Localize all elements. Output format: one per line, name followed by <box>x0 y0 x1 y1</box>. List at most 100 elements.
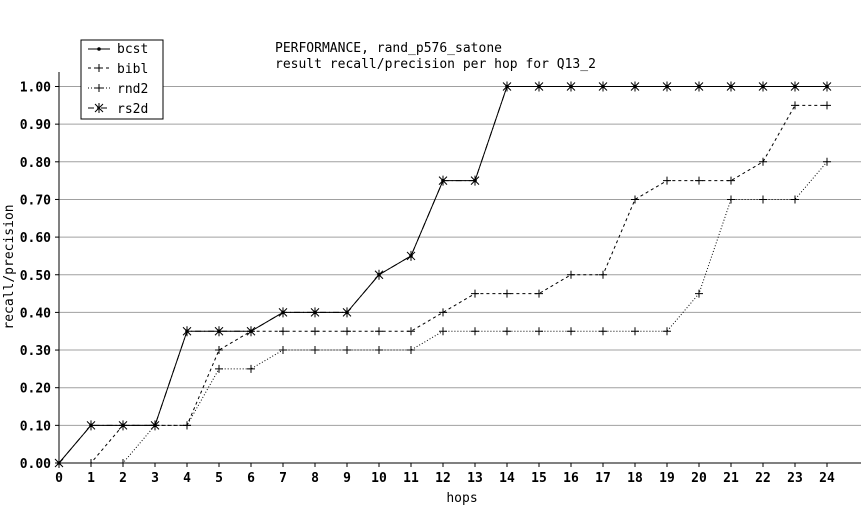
bibl-point <box>439 308 447 317</box>
x-tick-label: 3 <box>151 471 159 486</box>
legend-label-rnd2: rnd2 <box>117 82 148 97</box>
chart-title: PERFORMANCE, rand_p576_satone <box>275 41 502 56</box>
bibl-point <box>791 101 799 110</box>
rnd2-point <box>631 327 639 336</box>
series-rnd2 <box>55 157 831 467</box>
rnd2-point <box>343 346 351 355</box>
legend-marker-bcst <box>97 47 101 51</box>
rs2d-point <box>246 326 256 337</box>
rs2d-point <box>86 420 96 431</box>
rnd2-point <box>599 327 607 336</box>
y-tick-label: 0.40 <box>20 306 51 321</box>
rnd2-point <box>311 346 319 355</box>
y-tick-label: 0.20 <box>20 382 51 397</box>
bibl-point <box>631 195 639 204</box>
series-lines <box>54 81 832 468</box>
legend-item-rnd2: rnd2 <box>88 82 148 97</box>
x-tick-label: 12 <box>435 471 451 486</box>
rs2d-point <box>662 81 672 92</box>
chart-subtitle: result recall/precision per hop for Q13_… <box>275 57 596 72</box>
legend-box <box>80 39 164 120</box>
rnd2-point <box>183 421 191 430</box>
y-ticks: 0.00 0.10 0.20 0.30 0.40 0.50 0.60 0.70 0.80 0.90… <box>20 81 59 472</box>
rs2d-point <box>182 326 192 337</box>
legend-marker-rnd2 <box>95 84 103 92</box>
rs2d-point <box>502 81 512 92</box>
rs2d-point <box>726 81 736 92</box>
x-tick-label: 8 <box>311 471 319 486</box>
y-tick-label: 0.10 <box>20 419 51 434</box>
rs2d-point <box>790 81 800 92</box>
rs2d-point <box>534 81 544 92</box>
y-axis-title: recall/precision <box>2 204 17 329</box>
y-tick-label: 0.00 <box>20 457 51 472</box>
rnd2-point <box>503 327 511 336</box>
y-tick-label: 1.00 <box>20 81 51 96</box>
rs2d-point <box>278 307 288 318</box>
x-tick-label: 10 <box>371 471 387 486</box>
legend-marker-bibl <box>95 64 103 72</box>
y-tick-label: 0.90 <box>20 118 51 133</box>
y-tick-label: 0.30 <box>20 344 51 359</box>
x-tick-label: 21 <box>723 471 739 486</box>
rnd2-point <box>407 346 415 355</box>
bibl-point <box>695 176 703 185</box>
bibl-point <box>759 157 767 166</box>
x-tick-label: 0 <box>55 471 63 486</box>
bibl-point <box>279 327 287 336</box>
rs2d-point <box>150 420 160 431</box>
bibl-point <box>375 327 383 336</box>
x-tick-label: 17 <box>595 471 611 486</box>
x-tick-label: 7 <box>279 471 287 486</box>
rs2d-point <box>406 250 416 261</box>
x-tick-label: 4 <box>183 471 191 486</box>
rs2d-point <box>54 458 64 468</box>
x-tick-label: 11 <box>403 471 419 486</box>
bibl-point <box>215 346 223 355</box>
x-tick-label: 18 <box>627 471 643 486</box>
rnd2-point <box>663 327 671 336</box>
x-tick-label: 9 <box>343 471 351 486</box>
rs2d-point <box>598 81 608 92</box>
rs2d-point <box>470 175 480 186</box>
rnd2-point <box>727 195 735 204</box>
rnd2-point <box>439 327 447 336</box>
rs2d-point <box>438 175 448 186</box>
legend-marker-rs2d <box>94 103 104 113</box>
series-rs2d <box>54 81 832 468</box>
rs2d-point <box>566 81 576 92</box>
legend-item-bcst: bcst <box>88 42 148 57</box>
x-tick-label: 22 <box>755 471 771 486</box>
x-ticks: 0 1 2 3 4 5 6 7 8 9 10 11 12 13 14 15 16 17 18 19 20 21 22 23 24 <box>55 463 835 486</box>
rs2d-point <box>822 81 832 92</box>
x-tick-label: 23 <box>787 471 803 486</box>
bibl-point <box>599 270 607 279</box>
rnd2-point <box>567 327 575 336</box>
rnd2-point <box>471 327 479 336</box>
legend-label-bibl: bibl <box>117 62 148 77</box>
x-tick-label: 16 <box>563 471 579 486</box>
rnd2-point <box>535 327 543 336</box>
bibl-point <box>823 101 831 110</box>
rnd2-point <box>375 346 383 355</box>
x-tick-label: 2 <box>119 471 127 486</box>
rnd2-point <box>695 289 703 298</box>
rs2d-point <box>758 81 768 92</box>
x-tick-label: 24 <box>819 471 835 486</box>
legend-label-bcst: bcst <box>117 42 148 57</box>
bibl-point <box>343 327 351 336</box>
rnd2-point <box>823 157 831 166</box>
rnd2-point <box>279 346 287 355</box>
rs2d-point <box>310 307 320 318</box>
bibl-point <box>567 270 575 279</box>
y-tick-label: 0.60 <box>20 231 51 246</box>
rnd2-point <box>247 364 255 373</box>
rnd2-point <box>119 459 127 467</box>
bibl-point <box>311 327 319 336</box>
rs2d-point <box>214 326 224 337</box>
x-tick-label: 20 <box>691 471 707 486</box>
rnd2-point <box>215 364 223 373</box>
y-tick-label: 0.80 <box>20 156 51 171</box>
x-tick-label: 5 <box>215 471 223 486</box>
